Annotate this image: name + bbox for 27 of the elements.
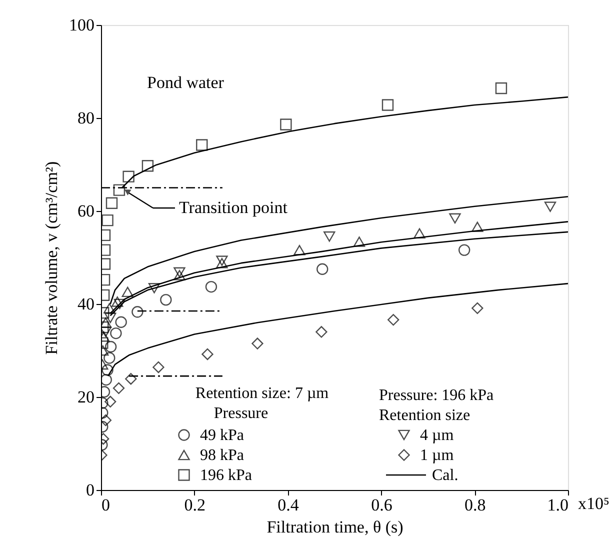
annotation: Retention size: 7 µm [195, 385, 330, 402]
x-tick-label: 1.0 [547, 496, 568, 514]
x-tick-label: 0.2 [184, 496, 206, 514]
y-tick-label: 100 [69, 16, 94, 34]
y-tick-label: 0 [86, 480, 94, 500]
legend-label: 4 µm [420, 427, 454, 444]
y-tick-label: 40 [78, 294, 94, 314]
annotation: Pond water [147, 73, 224, 92]
annotation: Pressure: 196 kPa [379, 387, 494, 404]
x-tick-label: 0 [102, 496, 110, 514]
x-tick-label: 0.4 [278, 496, 300, 514]
y-tick-label: 60 [78, 202, 94, 220]
legend-label: Cal. [432, 467, 458, 484]
x-tick-label: 0.6 [371, 496, 392, 514]
legend-label: 98 kPa [200, 447, 244, 464]
legend-label: 196 kPa [200, 467, 252, 484]
annotation: Pressure [214, 405, 268, 422]
text: x10⁵ [578, 494, 610, 513]
annotation: Transition point [179, 198, 288, 217]
y-tick-label: 20 [78, 388, 94, 406]
x-axis-title: Filtration time, θ (s) [266, 518, 404, 536]
x-tick-label: 0.8 [464, 496, 486, 514]
legend-label: 49 kPa [200, 427, 244, 444]
y-tick-label: 80 [78, 108, 94, 128]
y-axis-title: Filtrate volume, v (cm³/cm²) [42, 161, 61, 355]
annotation: Retention size [379, 407, 470, 424]
legend-label: 1 µm [420, 447, 454, 464]
